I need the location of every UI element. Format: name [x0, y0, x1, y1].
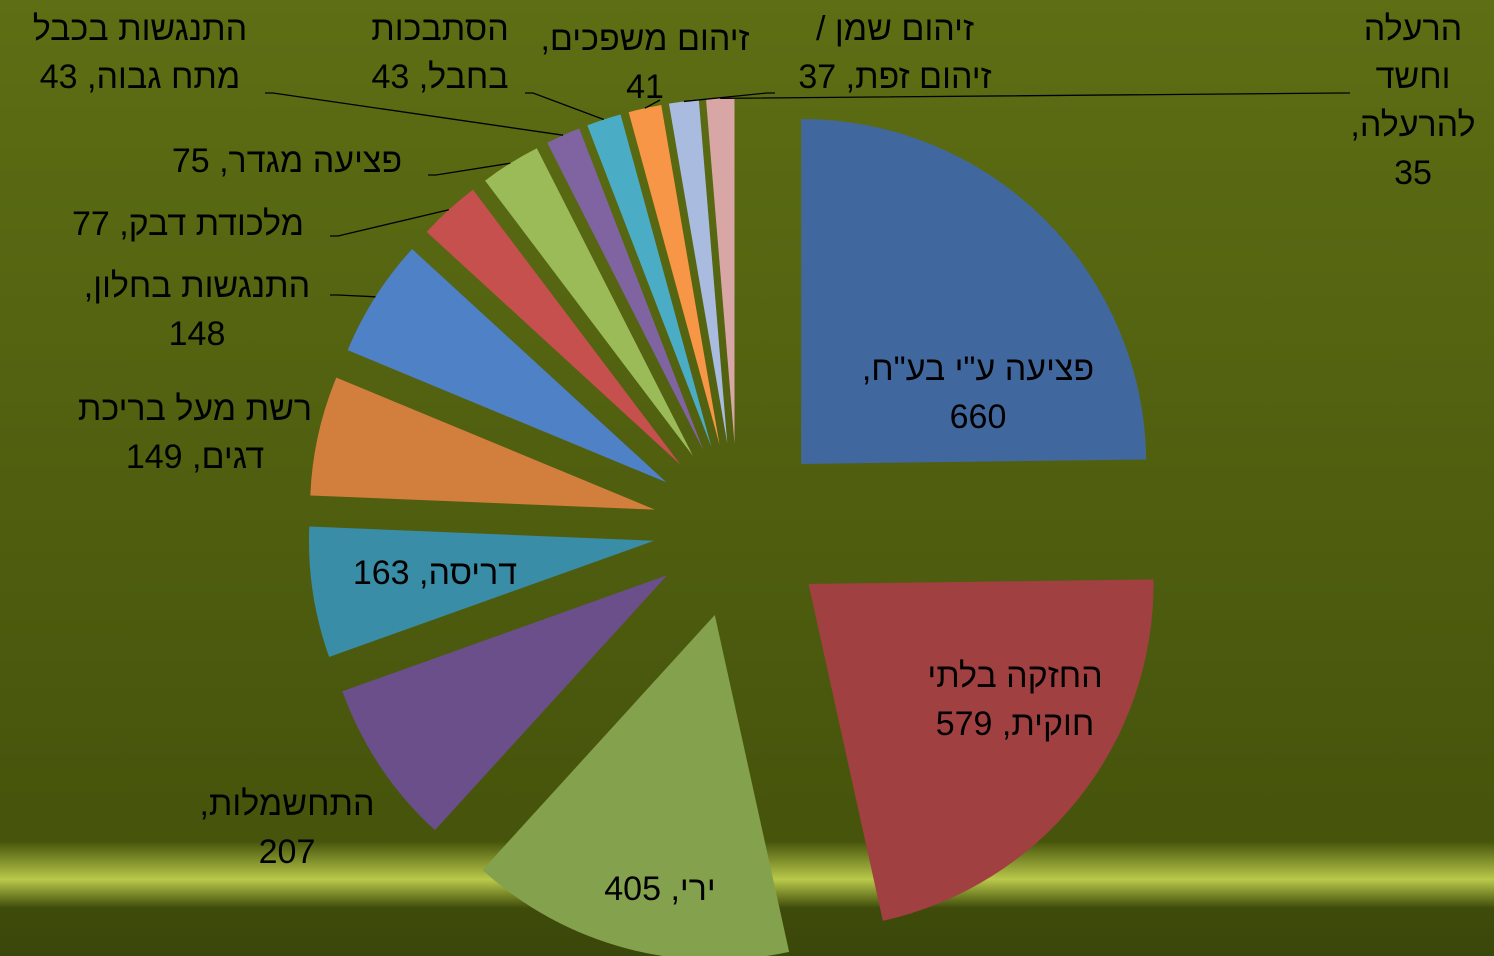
pie-slice	[482, 614, 790, 956]
leader-line	[683, 92, 775, 103]
leader-line	[525, 92, 604, 121]
leader-line	[428, 162, 511, 176]
data-label: מתח גבוה, 43	[40, 58, 241, 96]
pie-slice	[668, 99, 728, 444]
pie	[308, 98, 1154, 956]
data-label: 207	[259, 833, 316, 871]
data-label: פציעה מגדר, 75	[172, 142, 402, 180]
data-label: זיהום משפכים,	[540, 20, 749, 58]
data-label: להרעלה,	[1350, 106, 1475, 144]
data-label: 35	[1394, 154, 1432, 192]
leader-line	[265, 92, 564, 136]
data-label: זיהום שמן /	[816, 10, 974, 48]
pie-slice	[310, 377, 655, 510]
pie-slice	[808, 579, 1154, 921]
data-label: רשת מעל בריכת	[78, 390, 312, 428]
pie-slice	[342, 575, 668, 831]
data-label: בחבל, 43	[371, 58, 508, 96]
data-label: התנגשות בכבל	[33, 10, 247, 48]
data-label: וחשד	[1376, 58, 1451, 96]
data-label: הרעלה	[1364, 10, 1462, 48]
pie-slice	[628, 104, 720, 446]
data-label: התחשמלות,	[199, 785, 374, 823]
data-label: פציעה ע"י בע"ח,	[862, 350, 1094, 388]
data-label: 41	[626, 68, 664, 106]
leader-line	[644, 99, 661, 109]
pie-slice	[426, 189, 681, 466]
leader-line	[330, 294, 376, 298]
data-label: הסתבכות	[371, 10, 509, 48]
pie-slice	[547, 128, 704, 451]
data-label: ירי, 405	[604, 870, 715, 908]
data-label: 660	[950, 398, 1007, 436]
data-label: דריסה, 163	[353, 554, 517, 592]
data-label: חוקית, 579	[936, 705, 1095, 743]
data-label: מלכודת דבק, 77	[72, 205, 304, 243]
data-label: דגים, 149	[126, 438, 264, 476]
leader-lines	[265, 92, 1350, 298]
leader-line	[330, 209, 449, 237]
pie-slice	[485, 148, 693, 456]
data-label: 148	[169, 315, 226, 353]
pie-slice	[587, 114, 712, 448]
pie-slice	[308, 526, 654, 657]
data-label: החזקה בלתי	[927, 657, 1102, 695]
leader-line	[720, 92, 1350, 100]
pie-slice	[801, 118, 1147, 464]
pie-slice	[706, 98, 735, 444]
pie-slice	[347, 249, 667, 483]
data-label: זיהום זפת, 37	[798, 58, 991, 96]
data-label: התנגשות בחלון,	[84, 267, 310, 305]
data-labels: פציעה ע"י בע"ח, 660 החזקה בלתי חוקית, 579 יר…	[33, 10, 1476, 908]
